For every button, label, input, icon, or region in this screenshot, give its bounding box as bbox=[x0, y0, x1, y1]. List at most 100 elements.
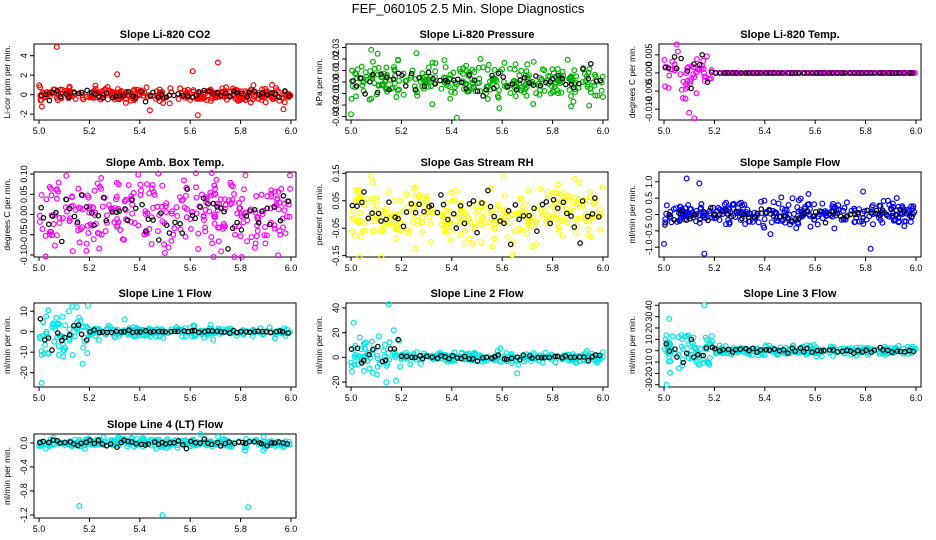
reference-point bbox=[910, 211, 917, 217]
reference-point bbox=[901, 209, 907, 215]
reference-point bbox=[474, 358, 481, 364]
data-point bbox=[370, 199, 377, 206]
reference-point bbox=[374, 89, 381, 96]
reference-point bbox=[137, 329, 143, 335]
reference-point bbox=[585, 75, 592, 82]
reference-point bbox=[851, 70, 858, 76]
data-point bbox=[471, 350, 478, 357]
data-point bbox=[383, 64, 390, 71]
data-point bbox=[412, 184, 419, 191]
reference-point bbox=[580, 66, 586, 72]
data-point bbox=[370, 58, 377, 65]
reference-point bbox=[100, 194, 107, 201]
x-tick-label: 5.6 bbox=[496, 393, 509, 403]
data-point bbox=[80, 324, 87, 331]
data-point bbox=[667, 208, 674, 215]
reference-point bbox=[350, 78, 356, 84]
reference-point bbox=[53, 209, 59, 216]
data-point bbox=[62, 322, 69, 329]
data-point bbox=[414, 92, 421, 99]
data-point bbox=[761, 224, 768, 231]
data-point bbox=[202, 224, 209, 231]
data-point bbox=[555, 227, 562, 234]
reference-point bbox=[49, 89, 56, 96]
data-point bbox=[599, 349, 606, 356]
panel-rh: Slope Gas Stream RH 5.0 5.2 5.4 5.6 5.8 6.0 -0.… bbox=[314, 157, 609, 273]
data-point bbox=[240, 186, 247, 193]
reference-point bbox=[243, 329, 249, 335]
data-point bbox=[708, 66, 715, 73]
data-point bbox=[74, 221, 81, 228]
reference-point bbox=[766, 207, 773, 214]
reference-point bbox=[837, 213, 844, 220]
data-point bbox=[72, 325, 79, 332]
reference-point bbox=[491, 213, 498, 220]
reference-point bbox=[771, 346, 778, 352]
reference-point bbox=[554, 205, 561, 212]
data-point bbox=[369, 369, 376, 376]
reference-point bbox=[570, 84, 577, 91]
reference-point bbox=[54, 88, 61, 94]
series-points bbox=[36, 431, 293, 518]
data-point bbox=[393, 93, 400, 100]
data-point bbox=[96, 230, 103, 237]
reference-point bbox=[562, 353, 569, 359]
series-points bbox=[661, 302, 919, 388]
data-point bbox=[358, 346, 365, 353]
data-point bbox=[366, 355, 373, 362]
data-point bbox=[61, 347, 68, 354]
reference-point bbox=[286, 92, 292, 99]
data-point bbox=[537, 186, 544, 193]
x-tick-label: 5.6 bbox=[496, 126, 509, 136]
data-point bbox=[150, 204, 157, 211]
data-point bbox=[414, 349, 421, 356]
data-point bbox=[146, 190, 153, 197]
data-point bbox=[411, 83, 418, 90]
data-point bbox=[524, 61, 531, 68]
x-tick-label: 6.0 bbox=[597, 393, 610, 403]
data-point bbox=[391, 67, 398, 74]
reference-point bbox=[95, 212, 102, 219]
reference-point bbox=[444, 216, 451, 223]
reference-point bbox=[520, 213, 527, 219]
data-point bbox=[92, 209, 99, 216]
reference-point bbox=[103, 217, 110, 224]
y-tick-label: 0.02 bbox=[331, 50, 341, 68]
data-point bbox=[441, 227, 448, 234]
reference-point bbox=[166, 230, 173, 236]
data-point bbox=[281, 99, 288, 106]
reference-point bbox=[526, 212, 532, 219]
reference-point bbox=[412, 209, 419, 216]
x-tick-label: 5.4 bbox=[134, 126, 147, 136]
reference-point bbox=[530, 82, 537, 89]
data-point bbox=[413, 201, 420, 208]
data-point bbox=[691, 344, 698, 351]
data-point bbox=[385, 188, 392, 195]
reference-point bbox=[901, 70, 907, 76]
data-point bbox=[457, 206, 464, 213]
data-point bbox=[405, 230, 412, 237]
data-point bbox=[193, 184, 200, 191]
reference-point bbox=[724, 211, 730, 217]
data-point bbox=[400, 208, 407, 215]
reference-point bbox=[114, 444, 120, 451]
data-point bbox=[507, 89, 514, 96]
reference-point bbox=[378, 218, 384, 224]
data-point bbox=[174, 444, 181, 451]
reference-point bbox=[507, 241, 514, 248]
reference-point bbox=[234, 219, 240, 226]
reference-point bbox=[860, 215, 867, 221]
data-point bbox=[592, 92, 599, 99]
data-point bbox=[593, 359, 600, 366]
reference-point bbox=[879, 207, 886, 214]
x-tick-label: 5.8 bbox=[859, 126, 872, 136]
reference-point bbox=[722, 206, 729, 213]
data-point bbox=[254, 214, 261, 221]
data-point bbox=[570, 98, 577, 105]
data-point bbox=[506, 220, 513, 227]
data-point bbox=[190, 87, 197, 94]
reference-point bbox=[83, 204, 90, 210]
reference-point bbox=[78, 440, 84, 447]
reference-point bbox=[226, 439, 233, 445]
data-point bbox=[554, 65, 561, 72]
